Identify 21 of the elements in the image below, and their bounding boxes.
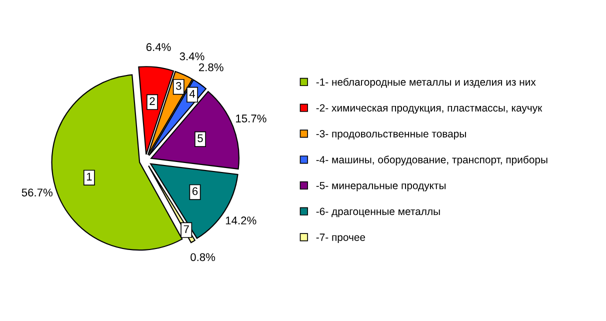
legend-label: -5- минеральные продукты — [316, 182, 446, 192]
data-label: 3.4% — [180, 52, 204, 60]
data-label: 56.7% — [22, 188, 52, 196]
text: 2 — [150, 97, 155, 105]
text: 3 — [176, 82, 182, 90]
data-label: 14.2% — [226, 216, 256, 224]
data-label: 2.8% — [198, 63, 224, 72]
legend-label: -2- химическая продукция, пластмассы, каучук — [316, 104, 542, 114]
legend-label: -6- драгоценные металлы — [316, 208, 440, 218]
text: 1 — [86, 172, 92, 181]
text: 4 — [189, 90, 196, 98]
data-label: 6.4% — [146, 43, 171, 52]
data-label: 0.8% — [190, 253, 216, 262]
legend-label: -4- машины, оборудование, транспорт, приборы — [316, 156, 548, 166]
legend-label: -3- продовольственные товары — [316, 130, 466, 140]
text: 7 — [184, 225, 189, 233]
text: 5 — [198, 134, 203, 142]
data-label: 15.7% — [236, 114, 266, 122]
legend-label: -7- прочее — [316, 234, 366, 244]
legend-label: -1- неблагородные металлы и изделия из них — [316, 78, 536, 88]
text: 6 — [192, 187, 198, 196]
